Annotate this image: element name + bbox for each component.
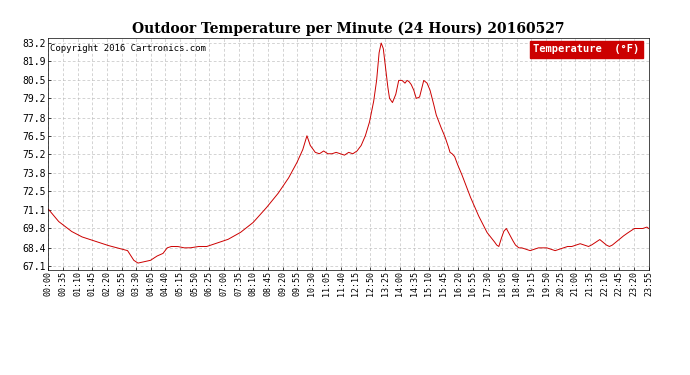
Text: Copyright 2016 Cartronics.com: Copyright 2016 Cartronics.com bbox=[50, 45, 206, 54]
Text: Temperature  (°F): Temperature (°F) bbox=[533, 45, 640, 54]
Title: Outdoor Temperature per Minute (24 Hours) 20160527: Outdoor Temperature per Minute (24 Hours… bbox=[132, 22, 564, 36]
